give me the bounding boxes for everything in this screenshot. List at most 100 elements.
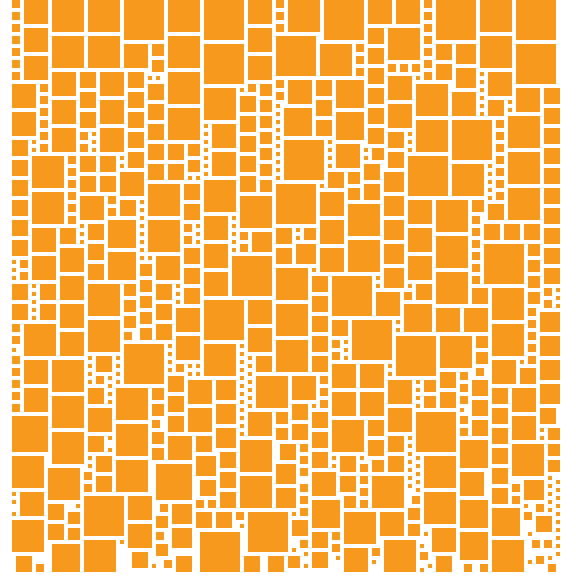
- mosaic-tile: [408, 524, 420, 536]
- mosaic-tile: [360, 464, 368, 472]
- mosaic-tile: [204, 180, 236, 212]
- mosaic-tile: [168, 108, 200, 140]
- mosaic-tile: [488, 204, 504, 220]
- mosaic-tile: [204, 344, 236, 376]
- mosaic-tile: [492, 288, 524, 320]
- mosaic-tile: [508, 152, 540, 184]
- mosaic-tile: [300, 468, 308, 476]
- mosaic-tile: [312, 532, 328, 548]
- mosaic-tile: [376, 284, 380, 288]
- mosaic-tile: [388, 28, 420, 60]
- mosaic-tile: [88, 284, 120, 316]
- mosaic-tile: [12, 260, 16, 264]
- mosaic-tile: [528, 276, 540, 288]
- mosaic-tile: [412, 496, 420, 504]
- mosaic-tile: [556, 504, 560, 508]
- mosaic-tile: [52, 360, 84, 392]
- mosaic-tile: [436, 556, 452, 572]
- mosaic-tile: [20, 260, 28, 268]
- mosaic-tile: [40, 120, 48, 128]
- mosaic-tile: [340, 456, 356, 472]
- mosaic-tile: [132, 552, 148, 568]
- mosaic-tile: [408, 468, 412, 472]
- mosaic-tile: [536, 556, 544, 564]
- mosaic-tile: [556, 288, 560, 292]
- mosaic-tile: [124, 316, 136, 328]
- mosaic-tile: [344, 340, 348, 344]
- mosaic-tile: [312, 404, 316, 408]
- mosaic-tile: [548, 460, 560, 472]
- mosaic-tile: [300, 484, 308, 492]
- mosaic-tile: [156, 532, 164, 540]
- mosaic-tile: [248, 356, 252, 360]
- mosaic-tile: [372, 148, 384, 160]
- mosaic-tile: [328, 164, 332, 168]
- mosaic-tile: [32, 228, 56, 252]
- mosaic-tile: [344, 348, 348, 352]
- mosaic-tile: [320, 400, 328, 408]
- mosaic-tile: [472, 288, 488, 304]
- mosaic-tile: [60, 248, 84, 272]
- mosaic-tile: [416, 120, 448, 152]
- mosaic-tile: [544, 268, 560, 284]
- mosaic-tile: [532, 540, 540, 548]
- mosaic-tile: [540, 312, 560, 332]
- mosaic-tile: [528, 260, 540, 272]
- mosaic-tile: [328, 148, 332, 152]
- mosaic-tile: [372, 548, 380, 556]
- mosaic-tile: [312, 356, 328, 372]
- mosaic-tile: [544, 248, 560, 264]
- mosaic-tile: [140, 240, 144, 244]
- mosaic-tile: [24, 28, 48, 52]
- mosaic-tile: [12, 240, 28, 256]
- mosaic-tile: [360, 500, 368, 508]
- mosaic-tile: [384, 268, 404, 288]
- mosaic-tile: [80, 176, 96, 192]
- mosaic-tile: [556, 528, 560, 532]
- mosaic-tile: [416, 380, 420, 384]
- mosaic-tile: [156, 516, 168, 528]
- mosaic-tile: [332, 364, 356, 388]
- mosaic-tile: [116, 372, 120, 376]
- mosaic-tile: [248, 372, 252, 376]
- mosaic-tile: [360, 488, 368, 496]
- mosaic-tile: [312, 316, 328, 332]
- mosaic-tile: [492, 388, 508, 404]
- mosaic-tile: [416, 412, 456, 452]
- mosaic-tile: [52, 396, 84, 428]
- mosaic-tile: [408, 256, 432, 280]
- mosaic-tile: [520, 368, 536, 384]
- mosaic-tile: [140, 208, 144, 212]
- mosaic-tile: [296, 236, 300, 240]
- mosaic-tile: [456, 68, 476, 88]
- mosaic-tile: [252, 232, 272, 252]
- mosaic-tile: [196, 512, 212, 528]
- mosaic-tile: [332, 464, 336, 468]
- mosaic-tile: [320, 248, 344, 272]
- mosaic-tile: [376, 292, 400, 316]
- mosaic-tile: [84, 540, 116, 572]
- mosaic-tile: [436, 308, 460, 332]
- mosaic-tile: [488, 100, 504, 116]
- mosaic-tile: [436, 44, 452, 60]
- mosaic-tile: [436, 200, 468, 232]
- mosaic-tile: [260, 164, 272, 176]
- mosaic-tile: [336, 80, 364, 108]
- mosaic-tile: [80, 72, 96, 88]
- mosaic-tile: [204, 156, 208, 160]
- mosaic-tile: [452, 92, 476, 116]
- mosaic-tile: [396, 336, 436, 376]
- mosaic-tile: [424, 492, 456, 524]
- mosaic-tile: [60, 332, 84, 356]
- mosaic-tile: [276, 464, 296, 484]
- mosaic-tile: [364, 184, 380, 200]
- mosaic-tile: [148, 84, 164, 100]
- mosaic-tile: [276, 152, 280, 156]
- mosaic-tile: [184, 184, 200, 200]
- mosaic-tile: [68, 512, 80, 524]
- mosaic-tile: [384, 540, 416, 572]
- mosaic-tile: [148, 144, 164, 160]
- mosaic-tile: [544, 188, 560, 204]
- mosaic-tile: [12, 520, 44, 552]
